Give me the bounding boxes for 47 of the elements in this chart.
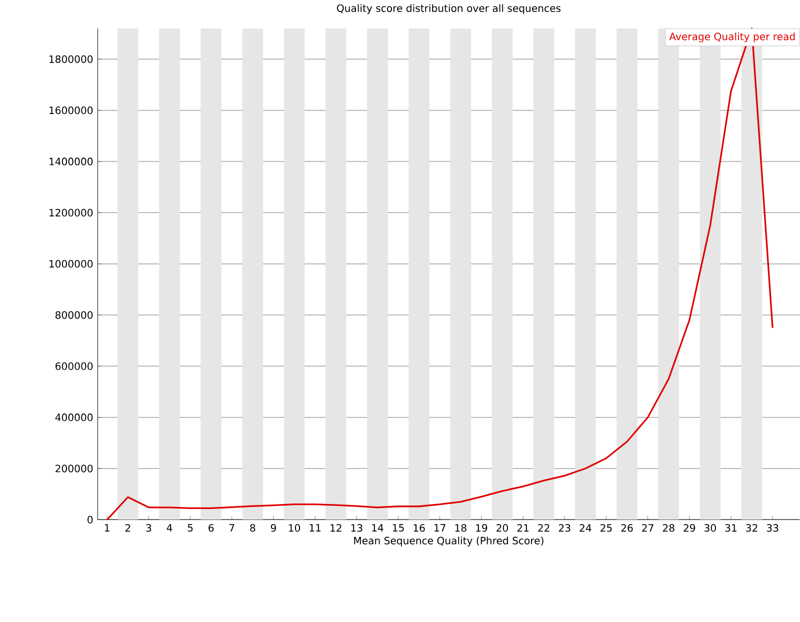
chart-title: Quality score distribution over all sequences: [336, 4, 560, 14]
x-tick-label: 29: [684, 524, 696, 532]
y-tick-label: 1600000: [50, 106, 93, 114]
y-tick-label: 200000: [56, 464, 93, 472]
x-tick-label: 3: [146, 524, 152, 532]
x-tick-label: 16: [414, 524, 425, 532]
x-tick-label: 9: [270, 524, 276, 532]
x-tick-label: 4: [166, 524, 172, 532]
x-tick-label: 25: [600, 524, 612, 532]
x-tick-label: 26: [621, 524, 633, 532]
y-tick-label: 800000: [56, 311, 93, 319]
x-tick-label: 22: [538, 524, 550, 532]
x-tick-label: 15: [392, 524, 404, 532]
y-tick-label: 1400000: [50, 158, 93, 166]
y-tick-label: 0: [88, 516, 93, 524]
y-tick-label: 1000000: [50, 260, 93, 268]
x-tick-label: 13: [351, 524, 362, 532]
x-tick-label: 23: [558, 524, 570, 532]
x-tick-label: 32: [746, 524, 758, 532]
x-tick-label: 19: [476, 524, 488, 532]
x-tick-label: 30: [704, 524, 716, 532]
x-tick-label: 5: [188, 524, 193, 532]
x-tick-label: 8: [250, 524, 256, 532]
y-tick-label: 400000: [55, 414, 93, 422]
x-tick-label: 21: [517, 524, 528, 532]
x-tick-label: 31: [725, 524, 736, 532]
x-tick-label: 12: [330, 524, 342, 532]
x-tick-label: 24: [580, 524, 592, 532]
x-tick-label: 6: [208, 524, 214, 532]
series-label: Average Quality per read: [669, 32, 795, 42]
x-tick-label: 17: [434, 524, 446, 532]
y-tick-label: 1200000: [50, 208, 93, 216]
x-tick-label: 20: [496, 524, 508, 532]
x-tick-label: 28: [662, 524, 674, 532]
y-tick-label: 600000: [56, 362, 93, 370]
y-tick-label: 1800000: [50, 55, 93, 63]
x-tick-label: 18: [455, 524, 466, 532]
x-tick-label: 11: [310, 524, 321, 532]
x-tick-label: 10: [288, 524, 300, 532]
x-tick-label: 2: [125, 524, 130, 532]
x-tick-label: 14: [372, 524, 384, 532]
x-axis-title: Mean Sequence Quality (Phred Score): [354, 536, 544, 546]
x-tick-label: 7: [230, 524, 234, 532]
x-tick-label: 1: [105, 524, 110, 532]
x-tick-label: 27: [642, 524, 654, 532]
x-tick-label: 33: [766, 524, 778, 532]
line-series: [106, 28, 774, 520]
